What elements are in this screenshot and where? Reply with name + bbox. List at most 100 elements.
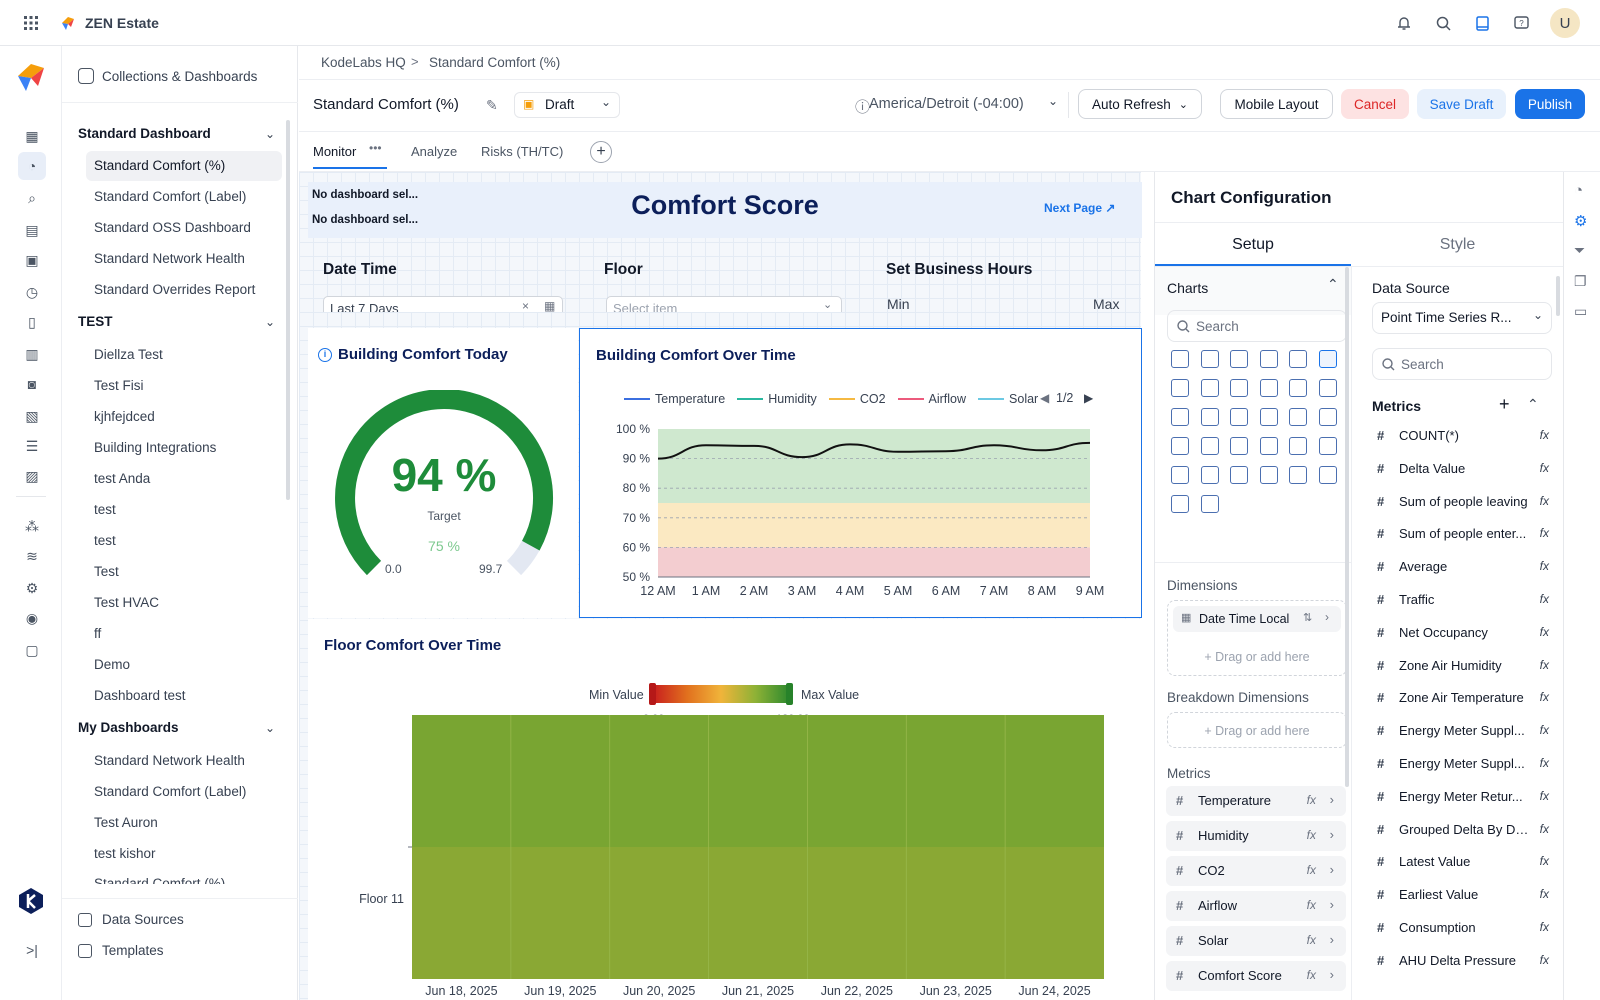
chart-type-icon[interactable] <box>1171 350 1189 368</box>
function-icon[interactable]: fx <box>1539 559 1549 574</box>
camera-icon[interactable]: ◙ <box>27 376 37 392</box>
chart-type-icon[interactable] <box>1171 437 1189 455</box>
edit-pencil-icon[interactable]: ✎ <box>486 97 498 113</box>
clear-icon[interactable]: × <box>522 299 530 312</box>
selected-metric-pill[interactable]: # Temperature fx › <box>1166 786 1346 816</box>
chart-type-icon[interactable] <box>1259 437 1278 455</box>
chart-type-icon[interactable] <box>1289 379 1307 397</box>
chart-type-icon[interactable] <box>1171 408 1189 426</box>
function-icon[interactable]: fx <box>1539 428 1549 442</box>
notification-icon[interactable] <box>1394 13 1414 33</box>
nodes-icon[interactable]: ⁂ <box>25 517 39 534</box>
report-icon[interactable]: ▤ <box>25 221 39 238</box>
function-icon[interactable]: fx <box>1539 690 1549 705</box>
add-tab-button[interactable]: + <box>590 141 612 163</box>
function-icon[interactable]: fx <box>1539 460 1549 475</box>
dimension-chip[interactable]: ▦ Date Time Local ⇅ › <box>1173 606 1341 632</box>
timezone-select[interactable]: America/Detroit (-04:00) <box>869 96 1024 112</box>
function-icon[interactable]: fx <box>1306 793 1316 807</box>
tab-setup[interactable]: Setup <box>1232 236 1274 253</box>
apps-grid-icon[interactable] <box>20 12 42 34</box>
sidebar-scrollbar[interactable] <box>286 120 290 500</box>
max-label[interactable]: Max <box>1093 296 1120 312</box>
breadcrumb-root[interactable]: KodeLabs HQ <box>321 55 406 70</box>
floor-select[interactable]: Select item ⌄ <box>606 296 842 312</box>
add-metric-button[interactable]: + <box>1499 394 1510 414</box>
collections-link[interactable]: Collections & Dashboards <box>102 69 258 84</box>
chart-type-icon[interactable] <box>1318 350 1337 368</box>
calendar-icon[interactable]: ▣ <box>25 251 39 268</box>
chart-type-icon[interactable] <box>1318 466 1337 484</box>
chart-type-icon[interactable] <box>1318 408 1337 426</box>
status-dropdown[interactable]: ▣ Draft ⌄ <box>514 92 620 118</box>
sort-icon[interactable]: ⇅ <box>1303 612 1313 624</box>
tab-monitor[interactable]: Monitor <box>313 144 357 159</box>
sidebar-item[interactable]: Standard Comfort (Label) <box>94 784 247 799</box>
chevron-down-icon[interactable]: ⌄ <box>1048 94 1059 108</box>
device-icon[interactable]: ▢ <box>25 641 39 658</box>
data-source-select[interactable]: Point Time Series R... ⌄ <box>1372 302 1552 334</box>
chart-type-icon[interactable] <box>1200 466 1219 484</box>
sidebar-item[interactable]: test Anda <box>94 471 151 486</box>
chart-type-icon[interactable] <box>1230 379 1248 397</box>
chevron-right-icon[interactable]: › <box>1329 862 1334 877</box>
chevron-right-icon[interactable]: › <box>1329 967 1334 982</box>
publish-button[interactable]: Publish <box>1515 89 1585 119</box>
legend-item[interactable]: Humidity <box>768 392 817 406</box>
selected-metric-pill[interactable]: # CO2 fx › <box>1166 856 1346 886</box>
help-chat-icon[interactable]: ? <box>1511 13 1531 33</box>
metrics-search-input[interactable]: Search <box>1372 348 1552 380</box>
document-icon[interactable]: ▯ <box>28 313 36 330</box>
chart-type-icon[interactable] <box>1318 379 1337 397</box>
selected-metric-pill[interactable]: # Airflow fx › <box>1166 891 1346 921</box>
chevron-right-icon[interactable]: › <box>1329 897 1334 912</box>
calendar-icon[interactable]: ▦ <box>544 299 556 312</box>
function-icon[interactable]: fx <box>1306 863 1316 877</box>
sidebar-item[interactable]: Test HVAC <box>94 595 160 610</box>
charts-search-input[interactable]: Search <box>1167 310 1347 342</box>
function-icon[interactable]: fx <box>1539 887 1549 902</box>
tab-style[interactable]: Style <box>1439 236 1476 253</box>
chevron-up-icon[interactable]: ⌃ <box>1327 276 1339 292</box>
legend-item[interactable]: Temperature <box>655 392 726 406</box>
function-icon[interactable]: fx <box>1539 493 1549 508</box>
chevron-up-icon[interactable]: ⌃ <box>1527 396 1539 412</box>
chart-type-icon[interactable] <box>1259 466 1278 484</box>
book-open-icon[interactable]: ▭ <box>1574 303 1588 319</box>
selected-metric-pill[interactable]: # Humidity fx › <box>1166 821 1346 851</box>
expand-icon[interactable]: >| <box>26 942 38 958</box>
chart-type-icon[interactable] <box>1200 437 1219 455</box>
function-icon[interactable]: fx <box>1539 657 1549 672</box>
config-scrollbar[interactable] <box>1345 267 1349 787</box>
selected-metric-pill[interactable]: # Comfort Score fx › <box>1166 961 1346 991</box>
mobile-layout-button[interactable]: Mobile Layout <box>1220 89 1333 119</box>
sidebar-item[interactable]: test <box>94 533 116 548</box>
chart-type-icon[interactable] <box>1289 350 1307 368</box>
function-icon[interactable]: fx <box>1539 952 1549 967</box>
templates-link[interactable]: Templates <box>102 943 164 958</box>
min-label[interactable]: Min <box>887 296 910 312</box>
chart-type-icon[interactable] <box>1230 350 1248 368</box>
chart-type-icon[interactable] <box>1259 408 1278 426</box>
legend-item[interactable]: Airflow <box>928 392 967 406</box>
chart-type-icon[interactable] <box>1171 379 1189 397</box>
function-icon[interactable]: fx <box>1539 592 1549 606</box>
grid-icon[interactable]: ▦ <box>25 127 39 144</box>
chart-type-icon[interactable] <box>1259 350 1278 368</box>
no-selection-label[interactable]: No dashboard sel... <box>312 189 419 201</box>
function-icon[interactable]: fx <box>1306 898 1316 912</box>
section-test[interactable]: TEST <box>78 314 113 329</box>
function-icon[interactable]: fx <box>1539 920 1549 934</box>
tab-risks[interactable]: Risks (TH/TC) <box>481 144 564 159</box>
heatmap-cell[interactable] <box>412 847 1104 979</box>
chevron-right-icon[interactable]: › <box>1325 610 1329 624</box>
chart-type-icon[interactable] <box>1171 466 1189 484</box>
function-icon[interactable]: fx <box>1539 526 1549 541</box>
series-line[interactable] <box>657 441 1091 460</box>
sidebar-item[interactable]: test kishor <box>94 846 156 861</box>
section-standard-dashboard[interactable]: Standard Dashboard <box>78 126 211 141</box>
function-icon[interactable]: fx <box>1306 968 1316 982</box>
tab-analyze[interactable]: Analyze <box>411 144 458 159</box>
broadcast-icon[interactable]: ◉ <box>25 609 39 626</box>
function-icon[interactable]: fx <box>1539 723 1549 738</box>
